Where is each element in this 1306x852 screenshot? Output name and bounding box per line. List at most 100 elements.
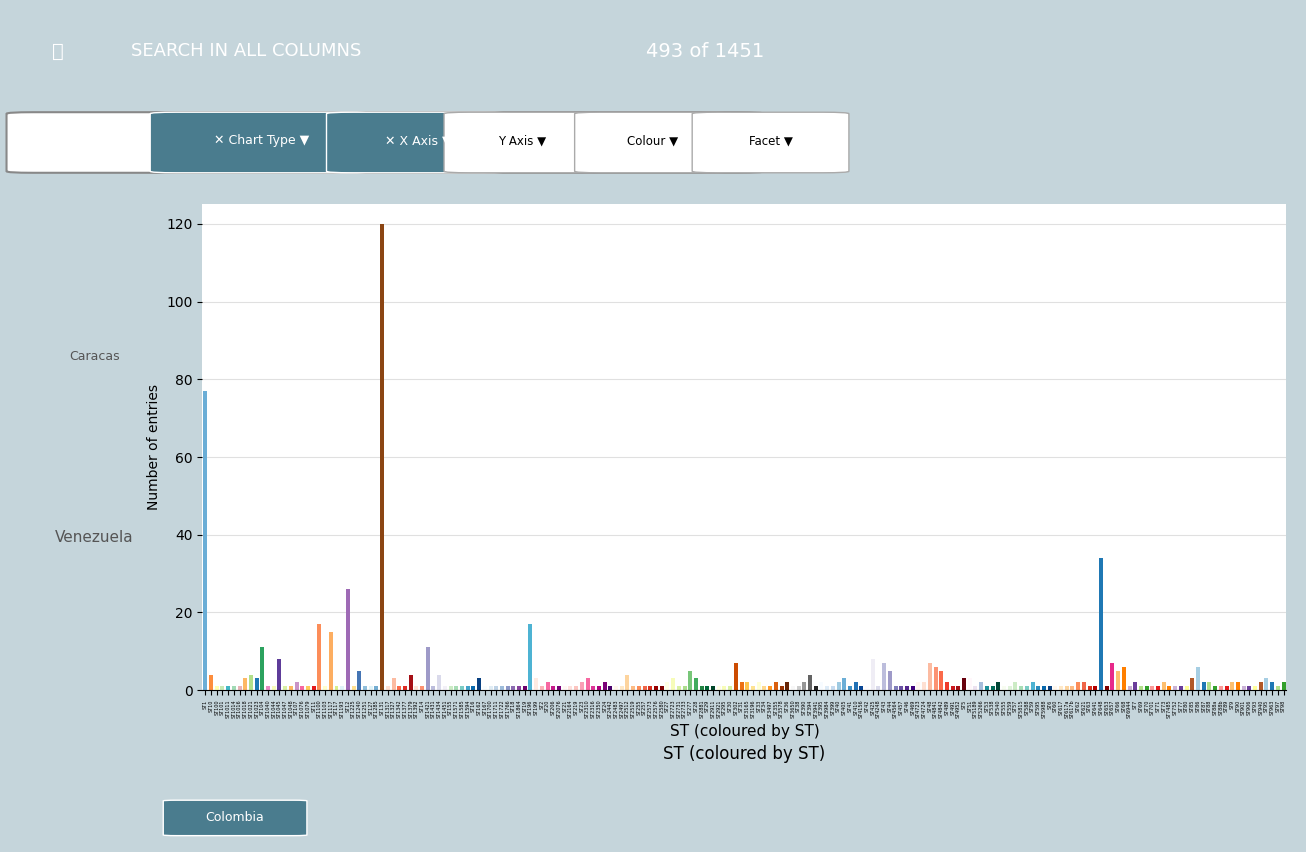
Bar — [1042, 686, 1046, 690]
Bar — [819, 682, 824, 690]
Text: Colombia: Colombia — [206, 811, 264, 825]
Bar — [1162, 682, 1166, 690]
Bar — [996, 682, 1000, 690]
Bar — [1019, 686, 1023, 690]
Bar — [888, 671, 892, 690]
Bar — [963, 678, 966, 690]
Bar — [500, 686, 504, 690]
Bar — [780, 686, 784, 690]
Bar — [797, 686, 801, 690]
Bar — [488, 686, 492, 690]
Bar — [221, 686, 225, 690]
Bar — [1134, 682, 1138, 690]
Bar — [385, 686, 390, 690]
Bar — [295, 682, 299, 690]
Bar — [556, 686, 562, 690]
Bar — [951, 686, 955, 690]
Bar — [1025, 686, 1029, 690]
Bar — [1173, 686, 1177, 690]
Bar — [1064, 686, 1068, 690]
Bar — [705, 686, 709, 690]
Bar — [204, 391, 208, 690]
Bar — [1088, 686, 1092, 690]
Bar — [460, 686, 464, 690]
Bar — [312, 686, 316, 690]
Text: 🔍: 🔍 — [52, 42, 64, 60]
Bar — [317, 624, 321, 690]
Bar — [671, 678, 675, 690]
Bar — [1144, 686, 1149, 690]
Bar — [751, 686, 755, 690]
Bar — [505, 686, 509, 690]
Bar — [631, 686, 635, 690]
Bar — [968, 678, 972, 690]
Bar — [1218, 686, 1222, 690]
Bar — [614, 686, 618, 690]
Bar — [620, 686, 624, 690]
Bar — [266, 686, 270, 690]
Bar — [483, 686, 487, 690]
Bar — [1242, 686, 1246, 690]
FancyBboxPatch shape — [7, 112, 764, 173]
Bar — [814, 686, 818, 690]
Bar — [865, 686, 868, 690]
Bar — [1002, 686, 1006, 690]
Bar — [602, 682, 607, 690]
Bar — [1139, 686, 1143, 690]
Bar — [334, 686, 338, 690]
Bar — [517, 686, 521, 690]
Bar — [626, 675, 629, 690]
Bar — [1081, 682, 1085, 690]
Bar — [734, 663, 738, 690]
Bar — [1071, 686, 1075, 690]
Bar — [1054, 686, 1058, 690]
Bar — [1076, 682, 1080, 690]
Bar — [443, 686, 447, 690]
Bar — [1168, 686, 1171, 690]
Bar — [426, 648, 430, 690]
Bar — [1185, 686, 1188, 690]
Bar — [585, 678, 589, 690]
Bar — [448, 686, 453, 690]
Bar — [1207, 682, 1212, 690]
Bar — [677, 686, 680, 690]
Bar — [768, 686, 772, 690]
Bar — [922, 682, 926, 690]
Bar — [409, 675, 413, 690]
Bar — [1196, 667, 1200, 690]
Bar — [226, 686, 230, 690]
Bar — [534, 678, 538, 690]
X-axis label: ST (coloured by ST): ST (coloured by ST) — [670, 724, 819, 739]
Bar — [1230, 682, 1234, 690]
FancyBboxPatch shape — [163, 800, 307, 836]
Bar — [1264, 678, 1268, 690]
Bar — [1190, 678, 1194, 690]
Bar — [249, 675, 253, 690]
Bar — [597, 686, 601, 690]
Bar — [791, 686, 795, 690]
Bar — [329, 632, 333, 690]
Bar — [1202, 682, 1205, 690]
Bar — [466, 686, 470, 690]
Bar — [785, 682, 789, 690]
FancyBboxPatch shape — [575, 112, 731, 173]
Bar — [351, 686, 355, 690]
Bar — [438, 675, 441, 690]
Bar — [1281, 682, 1285, 690]
Text: Y Axis ▼: Y Axis ▼ — [499, 134, 546, 147]
Bar — [905, 686, 909, 690]
Bar — [1259, 682, 1263, 690]
Bar — [1013, 682, 1017, 690]
Bar — [842, 678, 846, 690]
Bar — [431, 686, 435, 690]
Bar — [363, 686, 367, 690]
Bar — [539, 686, 543, 690]
Bar — [272, 686, 276, 690]
Bar — [575, 686, 579, 690]
Bar — [739, 682, 743, 690]
Bar — [289, 686, 293, 690]
Bar — [306, 686, 310, 690]
Bar — [529, 624, 533, 690]
Bar — [956, 686, 960, 690]
Bar — [358, 671, 362, 690]
